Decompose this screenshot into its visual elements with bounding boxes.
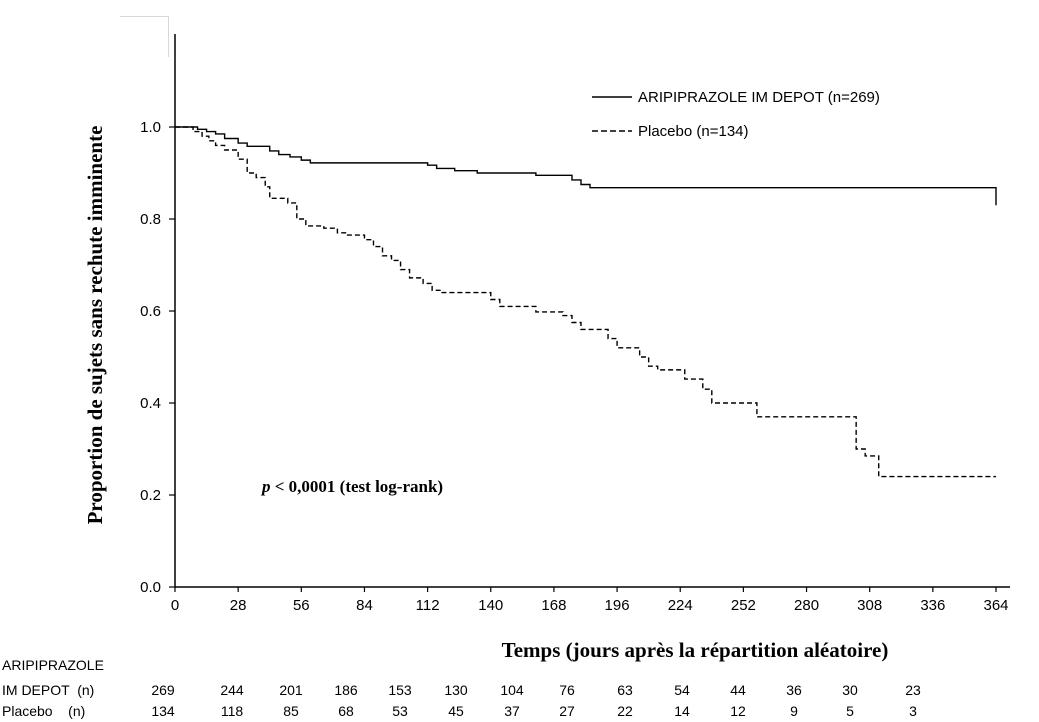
risk-table: ARIPIPRAZOLE IM DEPOT (n) Placebo (n) 26… (2, 657, 921, 719)
risk-row1-label-line1: ARIPIPRAZOLE (2, 657, 104, 673)
risk-value-placebo: 53 (392, 703, 408, 719)
legend: ARIPIPRAZOLE IM DEPOT (n=269) Placebo (n=… (592, 89, 880, 140)
risk-value-aripiprazole: 63 (617, 682, 633, 698)
risk-value-aripiprazole: 130 (444, 682, 468, 698)
x-tick-label: 28 (230, 597, 247, 614)
risk-value-aripiprazole: 23 (905, 682, 921, 698)
x-tick-label: 224 (668, 597, 693, 614)
x-tick-label: 112 (416, 597, 440, 614)
x-tick-label: 168 (541, 597, 566, 614)
risk-value-placebo: 134 (151, 703, 175, 719)
risk-value-placebo: 37 (504, 703, 520, 719)
risk-value-aripiprazole: 36 (786, 682, 802, 698)
p-value-text: < 0,0001 (test log-rank) (271, 477, 444, 496)
y-tick-label: 0.6 (140, 303, 161, 320)
y-tick-label: 0.2 (140, 487, 161, 504)
risk-value-placebo: 27 (559, 703, 575, 719)
series-line-placebo (175, 126, 996, 478)
x-tick-label: 196 (605, 597, 630, 614)
x-tick-label: 252 (731, 597, 756, 614)
x-tick-label: 84 (356, 597, 373, 614)
risk-value-aripiprazole: 201 (279, 682, 303, 698)
x-tick-label: 308 (857, 597, 882, 614)
risk-value-placebo: 14 (674, 703, 690, 719)
risk-value-placebo: 5 (846, 703, 854, 719)
axes (174, 34, 1010, 588)
risk-value-aripiprazole: 54 (674, 682, 690, 698)
legend-label: Placebo (n=134) (638, 123, 749, 140)
x-tick-label: 0 (171, 597, 179, 614)
risk-value-aripiprazole: 153 (388, 682, 412, 698)
risk-value-placebo: 3 (909, 703, 917, 719)
y-tick-label: 0.4 (140, 395, 161, 412)
risk-value-aripiprazole: 76 (559, 682, 575, 698)
risk-value-aripiprazole: 269 (151, 682, 175, 698)
risk-value-aripiprazole: 186 (334, 682, 358, 698)
risk-value-placebo: 118 (221, 703, 244, 719)
x-tick-label: 140 (478, 597, 503, 614)
p-value-annotation: p < 0,0001 (test log-rank) (260, 477, 443, 496)
risk-row2-label: Placebo (n) (2, 703, 85, 719)
y-ticks: 0.0 0.2 0.4 0.6 0.8 1.0 (140, 119, 175, 596)
risk-value-aripiprazole: 30 (842, 682, 858, 698)
risk-value-aripiprazole: 44 (730, 682, 746, 698)
x-axis-label: Temps (jours après la répartition aléato… (502, 638, 889, 662)
x-tick-label: 336 (920, 597, 945, 614)
risk-value-placebo: 9 (790, 703, 798, 719)
risk-value-placebo: 12 (730, 703, 746, 719)
survival-curves (175, 126, 997, 478)
risk-value-placebo: 22 (617, 703, 633, 719)
p-symbol: p (260, 477, 271, 496)
risk-row1-label-line2: IM DEPOT (n) (2, 682, 94, 698)
y-tick-label: 0.0 (140, 579, 161, 596)
y-tick-label: 0.8 (140, 211, 161, 228)
legend-label: ARIPIPRAZOLE IM DEPOT (n=269) (638, 89, 880, 106)
risk-value-aripiprazole: 104 (500, 682, 524, 698)
y-axis-label: Proportion de sujets sans rechute immine… (83, 126, 107, 525)
series-line-aripiprazole (175, 126, 997, 206)
x-ticks: 0 28 56 84 112 140 168 196 224 252 280 308 336 364 (171, 587, 1009, 614)
x-tick-label: 280 (794, 597, 819, 614)
risk-value-placebo: 85 (283, 703, 299, 719)
risk-value-aripiprazole: 244 (220, 682, 244, 698)
y-tick-label: 1.0 (140, 119, 161, 136)
frame-corner (120, 16, 169, 57)
risk-value-placebo: 68 (338, 703, 354, 719)
x-tick-label: 56 (293, 597, 310, 614)
x-tick-label: 364 (983, 597, 1008, 614)
risk-value-placebo: 45 (448, 703, 464, 719)
